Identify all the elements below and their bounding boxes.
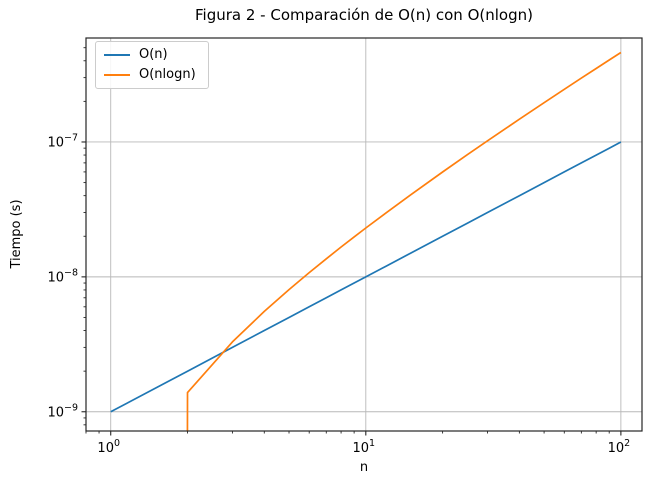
legend-entry-on: O(n) [104,47,196,62]
y-axis-label: Tiempo (s) [9,199,24,269]
legend-line-swatch-onlogn [104,73,130,76]
x-tick-label: 100 [97,438,120,456]
legend-line-swatch-on [104,53,130,56]
x-tick-label: 102 [608,438,631,456]
series-line-on [110,141,622,413]
tick-exponent: −7 [64,132,78,143]
y-tick-label: 10−9 [47,402,78,420]
chart-title: Figura 2 - Comparación de O(n) con O(nlo… [195,6,533,24]
x-tick-label: 101 [353,438,376,456]
tick-exponent: −8 [64,267,78,278]
series-group [110,51,622,431]
tick-exponent: 2 [624,438,630,449]
axes-frame [85,37,643,432]
x-axis-label: n [359,460,369,475]
legend: O(n) O(nlogn) [95,41,209,89]
y-tick-label: 10−8 [47,267,78,285]
y-tick-label: 10−7 [47,132,78,150]
series-line-onlogn [186,51,622,431]
tick-exponent: 0 [114,438,120,449]
legend-label-on: O(n) [139,47,168,62]
legend-label-onlogn: O(nlogn) [139,67,196,82]
tick-exponent: −9 [64,402,78,413]
legend-entry-onlogn: O(nlogn) [104,67,196,82]
tick-exponent: 1 [369,438,375,449]
